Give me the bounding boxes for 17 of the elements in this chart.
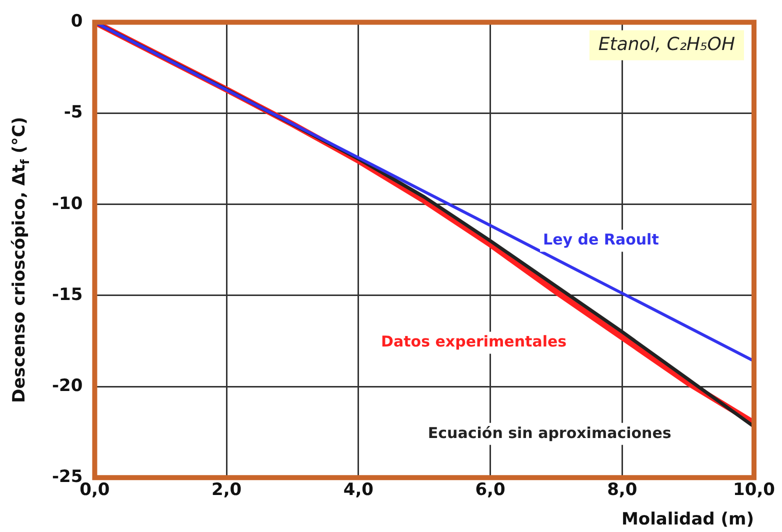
x-tick-label: 10,0 [733,480,776,500]
text: Ecuación sin aproximaciones [428,424,672,442]
x-tick-label: 6,0 [475,480,506,500]
x-axis-title: Molalidad (m) [621,509,754,530]
y-tick-label: -20 [52,376,83,396]
y-tick-label: 0 [70,12,83,32]
y-tick-label: -5 [64,102,83,123]
series-label: Ley de Raoult [543,230,659,249]
x-tick-label: 0,0 [80,480,110,500]
x-tick-label: 8,0 [607,480,638,500]
annotation: Etanol, C₂H₅OH [598,34,736,55]
y-tick-label: -15 [52,284,83,305]
series-label: Datos experimentales [381,332,567,351]
y-axis-title: Descenso crioscópico, Δtf (°C) [9,116,32,403]
x-tick-label: 4,0 [343,480,374,500]
x-tick-label: 2,0 [212,480,242,500]
y-tick-label: -10 [52,194,83,214]
